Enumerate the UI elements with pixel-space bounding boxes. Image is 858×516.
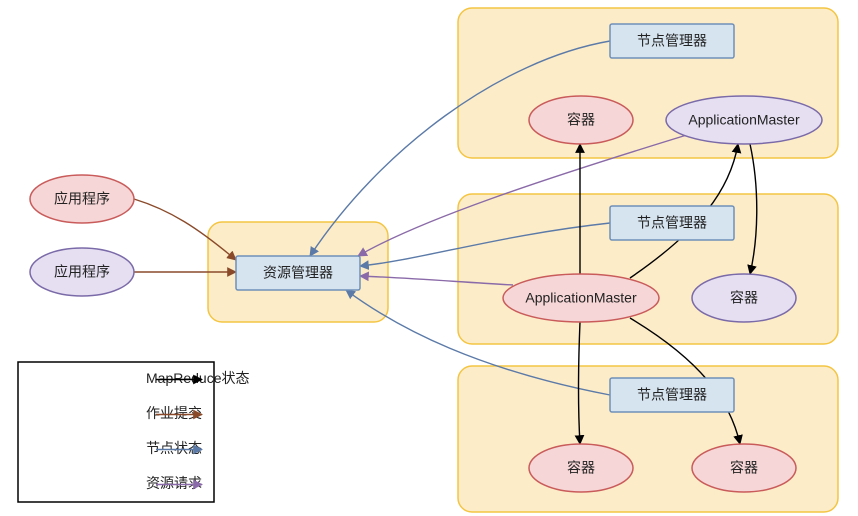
app2-label: 应用程序 xyxy=(54,264,110,280)
app1: 应用程序 xyxy=(30,175,134,223)
container1a-label: 容器 xyxy=(567,112,595,128)
appmaster2-label: ApplicationMaster xyxy=(525,290,637,306)
node-manager-3-label: 节点管理器 xyxy=(637,387,707,403)
node-manager-2: 节点管理器 xyxy=(610,206,734,240)
appmaster2: ApplicationMaster xyxy=(503,274,659,322)
container3a: 容器 xyxy=(529,444,633,492)
legend: MapReduce状态作业提交节点状态资源请求 xyxy=(18,362,250,502)
legend-label-2: 节点状态 xyxy=(146,440,202,456)
container2: 容器 xyxy=(692,274,796,322)
app2: 应用程序 xyxy=(30,248,134,296)
legend-label-1: 作业提交 xyxy=(146,405,202,421)
resource-manager: 资源管理器 xyxy=(236,256,360,290)
container3b: 容器 xyxy=(692,444,796,492)
legend-label-0: MapReduce状态 xyxy=(146,370,250,386)
legend-label-3: 资源请求 xyxy=(146,475,202,491)
resource-manager-label: 资源管理器 xyxy=(263,265,333,281)
container3a-label: 容器 xyxy=(567,460,595,476)
app1-label: 应用程序 xyxy=(54,191,110,207)
appmaster1-label: ApplicationMaster xyxy=(688,112,800,128)
appmaster1: ApplicationMaster xyxy=(666,96,822,144)
node-manager-3: 节点管理器 xyxy=(610,378,734,412)
node-manager-2-label: 节点管理器 xyxy=(637,215,707,231)
node-manager-1-label: 节点管理器 xyxy=(637,33,707,49)
container1a: 容器 xyxy=(529,96,633,144)
container2-label: 容器 xyxy=(730,290,758,306)
node-manager-1: 节点管理器 xyxy=(610,24,734,58)
container3b-label: 容器 xyxy=(730,460,758,476)
